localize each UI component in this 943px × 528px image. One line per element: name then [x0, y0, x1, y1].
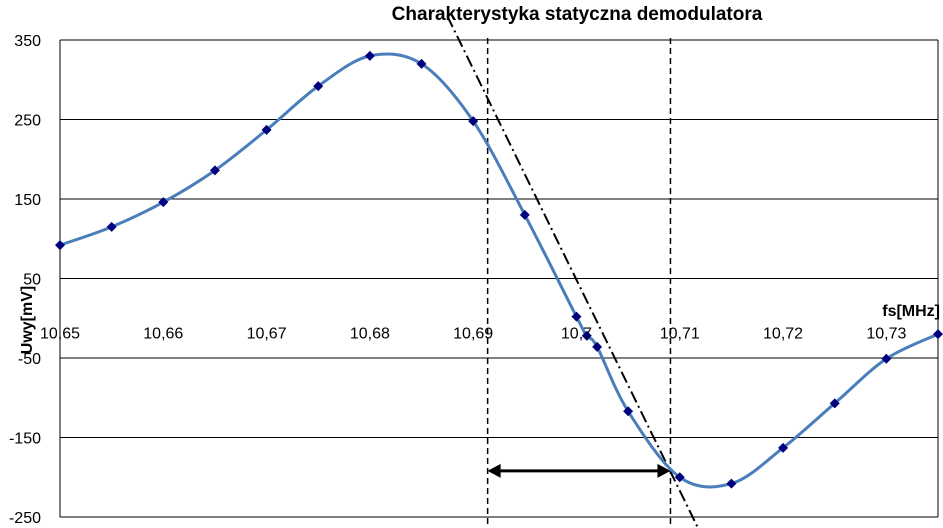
data-point [416, 58, 427, 69]
data-point [468, 116, 479, 127]
data-point [933, 329, 943, 340]
data-point [726, 478, 737, 489]
data-point [881, 353, 892, 364]
data-point [674, 472, 685, 483]
x-axis-title: fs[MHz] [882, 303, 940, 320]
data-point [571, 311, 582, 322]
data-point [829, 398, 840, 409]
y-tick-label: 350 [14, 33, 41, 50]
data-point [592, 341, 603, 352]
x-tick-label: 10,67 [247, 325, 287, 342]
x-tick-label: 10,66 [143, 325, 183, 342]
data-point [158, 197, 169, 208]
double-arrow-left-head [487, 463, 501, 478]
x-tick-label: 10,7 [561, 325, 592, 342]
x-tick-label: 10,69 [453, 325, 493, 342]
data-point [55, 240, 65, 251]
y-tick-label: -150 [9, 431, 41, 448]
data-point [581, 330, 592, 341]
x-tick-label: 10,72 [763, 325, 803, 342]
x-tick-label: 10,68 [350, 325, 390, 342]
data-point [778, 442, 789, 453]
double-arrow-right-head [657, 463, 671, 478]
data-point [623, 406, 634, 417]
data-point [364, 50, 375, 61]
data-point [106, 221, 117, 232]
annotations [446, 15, 700, 528]
chart-title: Charakterystyka statyczna demodulatora [392, 4, 763, 25]
x-tick-label: 10,65 [40, 325, 80, 342]
x-axis-ticks: 10,65 10,66 10,67 10,68 10,69 10,7 10,71 10,72 1… [40, 325, 906, 342]
y-axis-ticks: 350 250 150 50 -50 -150 -250 [9, 33, 41, 527]
grid [59, 39, 939, 518]
x-tick-label: 10,73 [866, 325, 906, 342]
x-tick-label: 10,71 [660, 325, 700, 342]
tangent-line [446, 15, 700, 528]
data-point [519, 209, 530, 220]
series [55, 50, 943, 489]
y-axis-title: Uwy[mV] [19, 286, 36, 354]
data-point [261, 124, 272, 135]
y-tick-label: 150 [14, 192, 41, 209]
y-tick-label: 50 [23, 272, 41, 289]
y-tick-label: -250 [9, 510, 41, 527]
data-point [209, 165, 220, 176]
series-line [59, 52, 939, 489]
data-point [313, 81, 324, 92]
y-tick-label: -50 [18, 351, 41, 368]
y-tick-label: 250 [14, 113, 41, 130]
